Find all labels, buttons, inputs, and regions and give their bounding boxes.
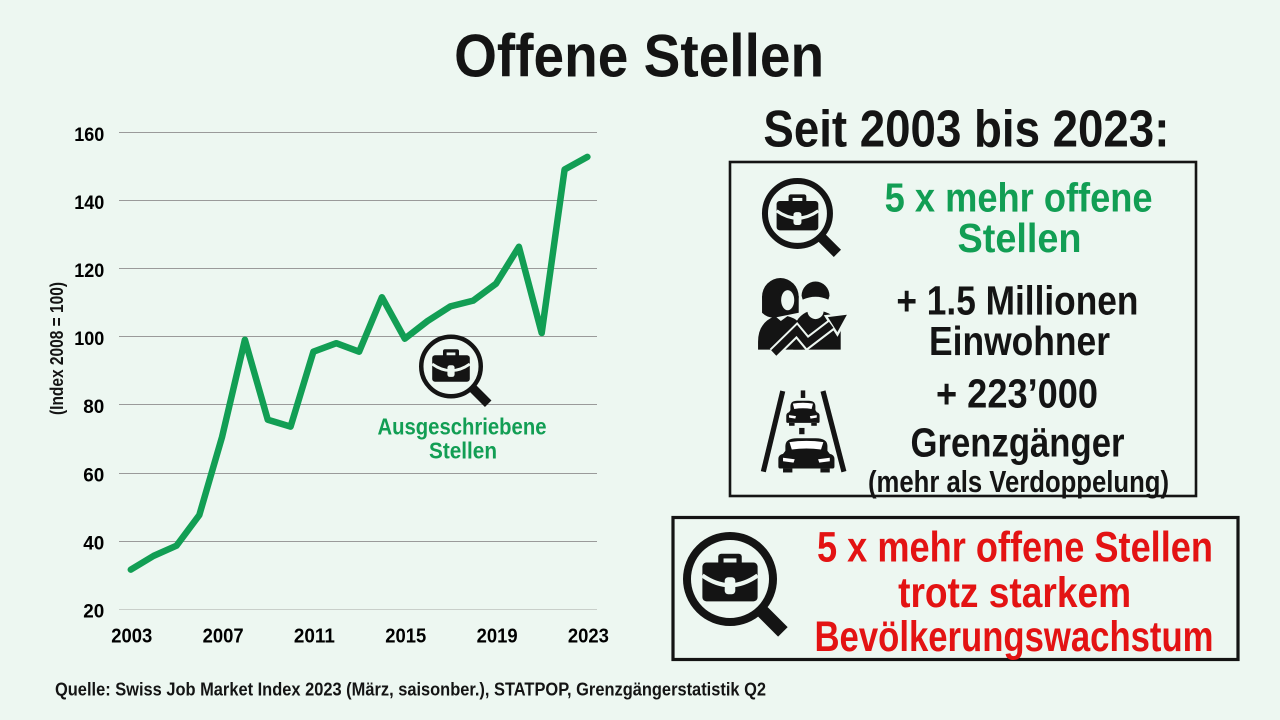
svg-text:Bevölkerungswachstum: Bevölkerungswachstum [815,613,1214,661]
svg-text:Ausgeschriebene: Ausgeschriebene [378,414,547,440]
svg-text:2007: 2007 [203,625,244,648]
svg-text:(mehr als Verdoppelung): (mehr als Verdoppelung) [868,465,1169,499]
svg-text:trotz starkem: trotz starkem [898,569,1131,617]
svg-text:2015: 2015 [385,625,426,648]
svg-text:140: 140 [74,193,104,214]
svg-text:60: 60 [83,465,104,486]
svg-text:5 x mehr offene: 5 x mehr offene [885,175,1153,221]
svg-text:Stellen: Stellen [429,437,497,463]
svg-text:80: 80 [83,397,104,418]
svg-text:(Index 2008 = 100): (Index 2008 = 100) [46,282,67,415]
svg-text:+ 223’000: + 223’000 [936,371,1098,417]
svg-text:160: 160 [74,125,104,146]
svg-text:100: 100 [74,329,104,350]
svg-text:Grenzgänger: Grenzgänger [911,420,1125,466]
svg-text:Seit 2003 bis 2023:: Seit 2003 bis 2023: [763,101,1169,159]
svg-text:Einwohner: Einwohner [929,318,1110,364]
svg-text:Stellen: Stellen [958,215,1082,261]
svg-text:2023: 2023 [568,625,609,648]
svg-text:5 x mehr offene Stellen: 5 x mehr offene Stellen [817,523,1213,571]
svg-text:40: 40 [83,533,104,554]
svg-text:20: 20 [83,602,104,623]
svg-text:2011: 2011 [294,625,335,648]
svg-text:+ 1.5 Millionen: + 1.5 Millionen [896,278,1138,324]
svg-text:Offene Stellen: Offene Stellen [454,23,824,90]
svg-text:Quelle: Swiss Job Market Index: Quelle: Swiss Job Market Index 2023 (Mär… [55,680,766,700]
svg-text:2019: 2019 [477,625,518,648]
svg-text:2003: 2003 [111,625,152,648]
svg-text:120: 120 [74,261,104,282]
